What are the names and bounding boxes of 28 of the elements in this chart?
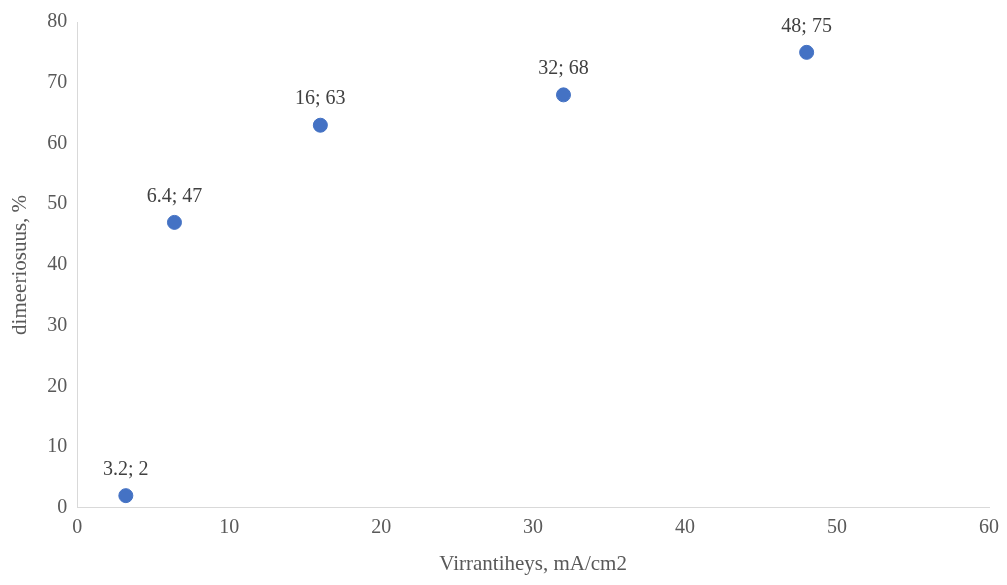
x-tick-label: 10: [219, 515, 240, 538]
x-tick-label: 60: [979, 515, 999, 538]
y-tick-label: 70: [47, 69, 68, 92]
x-tick-label: 20: [371, 515, 392, 538]
data-label: 32; 68: [538, 56, 589, 79]
x-tick-label: 30: [523, 515, 544, 538]
x-axis-title: Virrantiheys, mA/cm2: [439, 550, 627, 575]
y-tick-label: 10: [47, 434, 68, 457]
x-tick-label: 0: [72, 515, 83, 538]
x-tick-label: 40: [675, 515, 696, 538]
point: [166, 214, 182, 230]
y-axis-title: dimeeriosuus, %: [7, 194, 32, 335]
x-tick-label: 50: [827, 515, 848, 538]
point: [312, 117, 328, 133]
data-label: 16; 63: [295, 86, 346, 109]
y-tick-label: 0: [57, 495, 68, 518]
y-tick-label: 20: [47, 373, 68, 396]
y-tick-label: 60: [47, 130, 68, 153]
data-label: 3.2; 2: [103, 456, 149, 479]
point: [118, 488, 134, 504]
y-tick-label: 30: [47, 312, 68, 335]
data-label: 48; 75: [781, 13, 832, 36]
y-tick-label: 50: [47, 191, 68, 214]
point: [799, 44, 815, 60]
data-label: 6.4; 47: [146, 183, 203, 206]
point: [555, 87, 571, 103]
y-tick-label: 40: [47, 252, 68, 275]
y-tick-label: 80: [47, 9, 68, 32]
